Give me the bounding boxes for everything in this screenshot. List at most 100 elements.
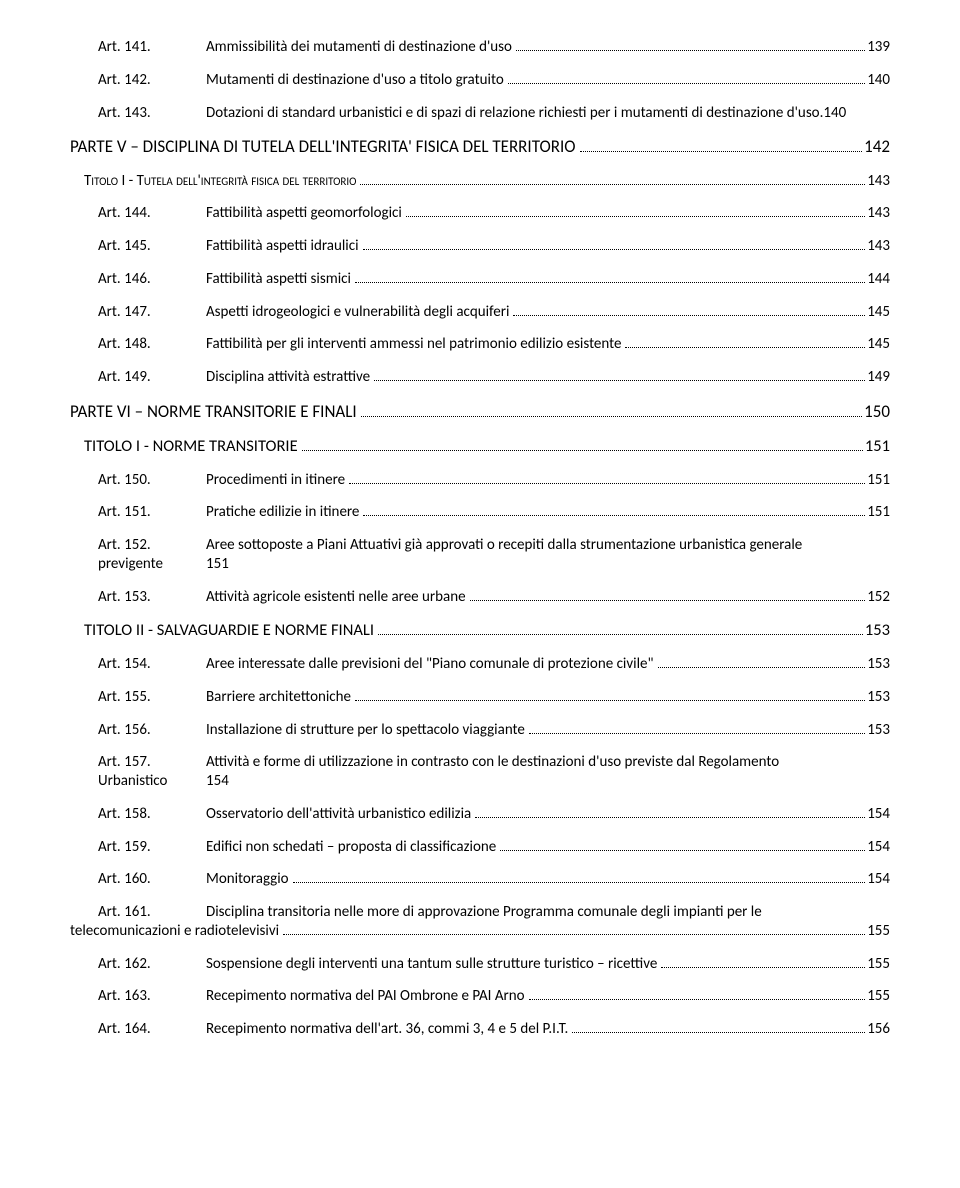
leader-dots bbox=[355, 700, 865, 701]
toc-title-heading: Titolo I - Tutela dell'integrità fisica … bbox=[84, 172, 890, 191]
page-number: 143 bbox=[867, 204, 890, 223]
article-label: Art. 155. bbox=[98, 688, 206, 707]
toc-entry: Art. 150.Procedimenti in itinere 151 bbox=[98, 471, 890, 490]
leader-dots bbox=[475, 817, 865, 818]
entry-description: Mutamenti di destinazione d'uso a titolo… bbox=[206, 71, 504, 90]
leader-dots bbox=[661, 967, 865, 968]
page-number: 153 bbox=[865, 620, 890, 641]
entry-description: TITOLO II - SALVAGUARDIE E NORME FINALI bbox=[84, 620, 374, 641]
page-number: 151 bbox=[865, 436, 890, 457]
entry-description: Attività e forme di utilizzazione in con… bbox=[206, 753, 779, 772]
leader-dots bbox=[355, 282, 865, 283]
article-label: Art. 153. bbox=[98, 588, 206, 607]
entry-description: Installazione di strutture per lo spetta… bbox=[206, 721, 525, 740]
page-number: 151 bbox=[867, 503, 890, 522]
entry-description: Attività agricole esistenti nelle aree u… bbox=[206, 588, 466, 607]
toc-entry: Art. 155.Barriere architettoniche153 bbox=[98, 688, 890, 707]
toc-entry: Art. 159.Edifici non schedati – proposta… bbox=[98, 838, 890, 857]
entry-description: Fattibilità aspetti idraulici bbox=[206, 237, 359, 256]
article-label: Art. 147. bbox=[98, 303, 206, 322]
leader-dots bbox=[363, 249, 866, 250]
entry-description: Monitoraggio bbox=[206, 870, 289, 889]
toc-entry: Art. 156.Installazione di strutture per … bbox=[98, 721, 890, 740]
toc-entry: Art. 153.Attività agricole esistenti nel… bbox=[98, 588, 890, 607]
entry-description: Ammissibilità dei mutamenti di destinazi… bbox=[206, 38, 512, 57]
leader-dots bbox=[500, 850, 865, 851]
toc-entry: Art. 148.Fattibilità per gli interventi … bbox=[98, 335, 890, 354]
table-of-contents: Art. 141.Ammissibilità dei mutamenti di … bbox=[70, 38, 890, 1039]
entry-description: Recepimento normativa del PAI Ombrone e … bbox=[206, 987, 525, 1006]
entry-description: Titolo I - Tutela dell'integrità fisica … bbox=[84, 172, 356, 191]
toc-title-heading: TITOLO II - SALVAGUARDIE E NORME FINALI … bbox=[84, 620, 890, 641]
article-label: Art. 159. bbox=[98, 838, 206, 857]
article-label: Art. 141. bbox=[98, 38, 206, 57]
entry-description: Pratiche edilizie in itinere bbox=[206, 503, 359, 522]
page-number: 155 bbox=[867, 987, 890, 1006]
article-label: Art. 149. bbox=[98, 368, 206, 387]
leader-dots bbox=[658, 667, 866, 668]
entry-description: Aree interessate dalle previsioni del "P… bbox=[206, 655, 654, 674]
toc-entry: Art. 158.Osservatorio dell'attività urba… bbox=[98, 805, 890, 824]
toc-entry: Art. 160.Monitoraggio 154 bbox=[98, 870, 890, 889]
toc-entry: Art. 163.Recepimento normativa del PAI O… bbox=[98, 987, 890, 1006]
entry-description: PARTE VI – NORME TRANSITORIE E FINALI bbox=[70, 401, 357, 422]
entry-description: Disciplina attività estrattive bbox=[206, 368, 370, 387]
toc-entry: Art. 162.Sospensione degli interventi un… bbox=[98, 955, 890, 974]
page-number: 156 bbox=[867, 1020, 890, 1039]
page-number: 151 bbox=[867, 471, 890, 490]
article-label: Art. 144. bbox=[98, 204, 206, 223]
article-label: Art. 150. bbox=[98, 471, 206, 490]
entry-description: Osservatorio dell'attività urbanistico e… bbox=[206, 805, 471, 824]
toc-title-heading: TITOLO I - NORME TRANSITORIE 151 bbox=[84, 436, 890, 457]
page-number: 153 bbox=[867, 655, 890, 674]
toc-entry: Art. 146.Fattibilità aspetti sismici144 bbox=[98, 270, 890, 289]
article-label: Art. 156. bbox=[98, 721, 206, 740]
leader-dots bbox=[508, 83, 865, 84]
article-label-continuation: previgente bbox=[98, 555, 206, 574]
leader-dots bbox=[406, 216, 865, 217]
entry-description: Recepimento normativa dell'art. 36, comm… bbox=[206, 1020, 568, 1039]
article-label: Art. 158. bbox=[98, 805, 206, 824]
entry-description: Fattibilità per gli interventi ammessi n… bbox=[206, 335, 621, 354]
leader-dots bbox=[360, 184, 865, 185]
leader-dots bbox=[529, 733, 865, 734]
toc-entry: Art. 149.Disciplina attività estrattive 1… bbox=[98, 368, 890, 387]
article-label: Art. 161. bbox=[98, 903, 206, 922]
leader-dots bbox=[513, 315, 865, 316]
article-label: Art. 151. bbox=[98, 503, 206, 522]
leader-dots bbox=[470, 600, 866, 601]
leader-dots bbox=[378, 634, 863, 635]
page-number: 149 bbox=[867, 368, 890, 387]
entry-description: Aree sottoposte a Piani Attuativi già ap… bbox=[206, 536, 802, 555]
leader-dots bbox=[572, 1032, 865, 1033]
toc-entry: Art. 154.Aree interessate dalle previsio… bbox=[98, 655, 890, 674]
entry-description: Procedimenti in itinere bbox=[206, 471, 345, 490]
toc-entry: Art. 161.Disciplina transitoria nelle mo… bbox=[98, 903, 890, 941]
leader-dots bbox=[302, 450, 863, 451]
entry-description: Dotazioni di standard urbanistici e di s… bbox=[206, 104, 846, 123]
entry-description: Fattibilità aspetti geomorfologici bbox=[206, 204, 402, 223]
entry-description: TITOLO I - NORME TRANSITORIE bbox=[84, 436, 298, 457]
leader-dots bbox=[293, 882, 866, 883]
page-number: 150 bbox=[864, 401, 890, 422]
entry-description-continuation: telecomunicazioni e radiotelevisivi bbox=[70, 922, 279, 941]
toc-entry: Art. 152.Aree sottoposte a Piani Attuati… bbox=[98, 536, 890, 574]
article-label: Art. 152. bbox=[98, 536, 206, 555]
leader-dots bbox=[349, 483, 865, 484]
page-number: 154 bbox=[867, 870, 890, 889]
entry-description: Sospensione degli interventi una tantum … bbox=[206, 955, 657, 974]
page-number: 144 bbox=[867, 270, 890, 289]
entry-description: Aspetti idrogeologici e vulnerabilità de… bbox=[206, 303, 509, 322]
article-label: Art. 160. bbox=[98, 870, 206, 889]
leader-dots bbox=[363, 515, 865, 516]
leader-dots bbox=[580, 151, 863, 152]
toc-entry: Art. 147.Aspetti idrogeologici e vulnera… bbox=[98, 303, 890, 322]
page-number: 154 bbox=[867, 805, 890, 824]
page-number: 143 bbox=[867, 237, 890, 256]
page-number: 151 bbox=[206, 555, 229, 574]
toc-entry: Art. 145.Fattibilità aspetti idraulici14… bbox=[98, 237, 890, 256]
page-number: 152 bbox=[867, 588, 890, 607]
page-number: 142 bbox=[864, 136, 890, 157]
page-number: 155 bbox=[867, 922, 890, 941]
page-number: 145 bbox=[867, 303, 890, 322]
